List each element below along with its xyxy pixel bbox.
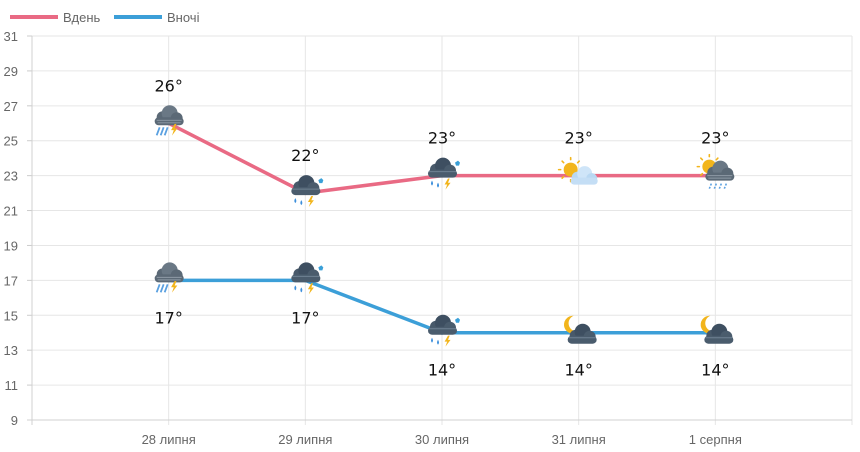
legend-label-night[interactable]: Вночі [167, 10, 200, 25]
rain-thunder-icon [154, 104, 185, 136]
x-tick-label: 1 серпня [689, 432, 742, 447]
y-tick-label: 13 [4, 343, 18, 358]
legend-label-day[interactable]: Вдень [63, 10, 101, 25]
temp-label-day: 26° [154, 76, 182, 95]
y-tick-label: 19 [4, 238, 18, 253]
rain-thunder-icon [154, 261, 185, 293]
temp-label-day: 23° [701, 129, 729, 148]
temp-label-day: 23° [564, 129, 592, 148]
y-tick-label: 25 [4, 134, 18, 149]
temp-label-night: 14° [428, 361, 456, 380]
y-tick-label: 11 [5, 378, 19, 393]
sun-rain-icon [696, 153, 735, 189]
moon-cloud-icon [700, 315, 734, 345]
moon-cloud-icon [563, 315, 598, 345]
y-tick-label: 29 [4, 64, 18, 79]
storm-rain-icon [427, 157, 460, 190]
temp-label-night: 17° [291, 308, 319, 327]
y-tick-label: 9 [11, 413, 18, 428]
storm-rain-icon [290, 261, 324, 295]
y-tick-label: 23 [4, 169, 18, 184]
storm-rain-icon [427, 314, 460, 347]
temp-label-night: 14° [564, 361, 592, 380]
temp-label-night: 17° [154, 308, 182, 327]
y-tick-label: 17 [4, 273, 18, 288]
x-tick-label: 29 липня [278, 432, 332, 447]
x-tick-label: 31 липня [552, 432, 606, 447]
x-tick-label: 28 липня [142, 432, 196, 447]
x-tick-label: 30 липня [415, 432, 469, 447]
y-tick-label: 21 [4, 204, 18, 219]
y-tick-label: 15 [4, 308, 18, 323]
sun-cloud-icon [557, 156, 598, 185]
y-tick-label: 27 [4, 99, 18, 114]
storm-rain-icon [290, 174, 324, 208]
y-tick-label: 31 [4, 29, 18, 44]
temp-label-day: 22° [291, 146, 319, 165]
legend: Вдень Вночі [10, 10, 200, 25]
temp-label-night: 14° [701, 361, 729, 380]
temp-label-day: 23° [428, 129, 456, 148]
